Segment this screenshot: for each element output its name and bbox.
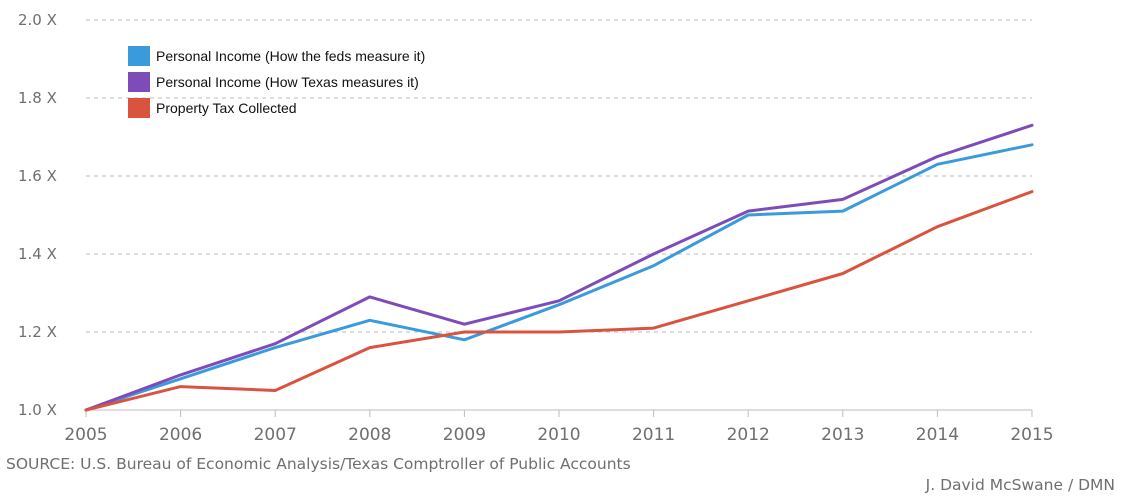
x-tick-label: 2014 (916, 425, 959, 445)
legend-swatch (128, 72, 150, 92)
series-line (84, 143, 1034, 412)
x-tick-label: 2012 (727, 425, 770, 445)
series-line (84, 190, 1034, 412)
legend-label: Property Tax Collected (156, 100, 297, 116)
legend-label: Personal Income (How the feds measure it… (156, 48, 425, 64)
y-tick-label: 1.6 X (18, 167, 57, 185)
y-tick-label: 2.0 X (18, 11, 57, 29)
y-tick-label: 1.4 X (18, 245, 57, 263)
y-tick-label: 1.0 X (18, 401, 57, 419)
legend-swatch (128, 98, 150, 118)
legend-swatch (128, 46, 150, 66)
x-tick-label: 2011 (632, 425, 675, 445)
x-tick-label: 2009 (443, 425, 486, 445)
series-line (84, 123, 1034, 412)
legend-label: Personal Income (How Texas measures it) (156, 74, 419, 90)
source-note: SOURCE: U.S. Bureau of Economic Analysis… (6, 455, 631, 473)
x-tick-label: 2013 (821, 425, 864, 445)
x-tick-label: 2006 (159, 425, 202, 445)
x-tick-label: 2015 (1010, 425, 1053, 445)
line-chart: 1.0 X 1.2 X 1.4 X 1.6 X 1.8 X 2.0 X 2005 2006 20… (18, 11, 1054, 445)
x-tick-label: 2010 (537, 425, 580, 445)
x-tick-label: 2007 (254, 425, 297, 445)
y-tick-label: 1.8 X (18, 89, 57, 107)
x-tick-label: 2005 (64, 425, 107, 445)
credit-note: J. David McSwane / DMN (925, 476, 1115, 494)
y-tick-label: 1.2 X (18, 323, 57, 341)
x-tick-label: 2008 (348, 425, 391, 445)
